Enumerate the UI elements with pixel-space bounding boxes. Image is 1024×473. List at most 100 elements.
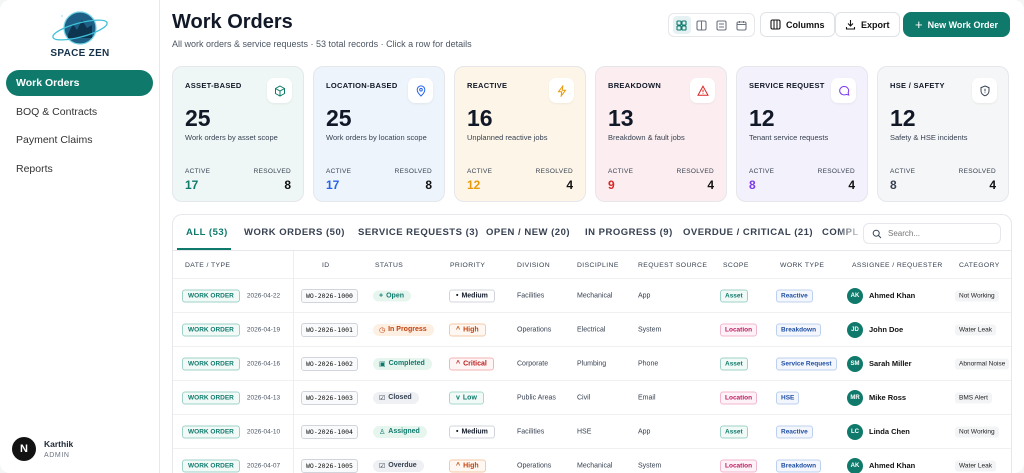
assignee-name: Mike Ross: [869, 393, 907, 402]
assignee-name: Ahmed Khan: [869, 461, 916, 470]
split-view-icon[interactable]: [693, 16, 711, 34]
category-badge: Not Working: [955, 290, 999, 301]
view-switcher: [668, 13, 755, 37]
columns-button[interactable]: Columns: [760, 12, 835, 37]
work-order-id[interactable]: WO-2026-1004: [301, 424, 358, 439]
tab-in-progress[interactable]: IN PROGRESS (9): [585, 227, 673, 238]
priority-icon: ^: [456, 360, 461, 367]
card-reactive[interactable]: REACTIVE 16 Unplanned reactive jobs ACTI…: [454, 66, 586, 202]
lightning-icon: [549, 78, 574, 103]
division-cell: Facilities: [517, 292, 545, 299]
sidebar-item-payment-claims[interactable]: Payment Claims: [16, 134, 93, 146]
search-input[interactable]: [888, 229, 988, 238]
source-cell: Email: [638, 394, 656, 401]
source-cell: App: [638, 292, 651, 299]
grid-view-icon[interactable]: [672, 16, 691, 34]
card-location-based[interactable]: LOCATION-BASED 25 Work orders by locatio…: [313, 66, 445, 202]
priority-badge: • Medium: [449, 289, 495, 302]
col-priority[interactable]: PRIORITY: [450, 262, 486, 269]
type-badge: WORK ORDER: [182, 289, 240, 302]
priority-label: High: [463, 462, 479, 469]
col-scope[interactable]: SCOPE: [723, 262, 749, 269]
card-active-value: 8: [749, 178, 756, 192]
card-count: 12: [749, 105, 775, 131]
card-title: BREAKDOWN: [608, 81, 662, 90]
work-orders-table: ALL (53) WORK ORDERS (50) SERVICE REQUES…: [172, 214, 1012, 473]
page-subtitle: All work orders & service requests · 53 …: [172, 39, 472, 49]
card-resolved-label: RESOLVED: [958, 168, 996, 175]
card-active-label: ACTIVE: [749, 168, 775, 175]
table-row[interactable]: WORK ORDER 2026-04-16 WO-2026-1002 ▣ Complet…: [173, 347, 1011, 381]
work-order-id[interactable]: WO-2026-1001: [301, 322, 358, 337]
search-box[interactable]: [863, 223, 1001, 244]
table-row[interactable]: WORK ORDER 2026-04-19 WO-2026-1001 ◷ In Prog…: [173, 313, 1011, 347]
col-id[interactable]: ID: [322, 262, 330, 269]
col-division[interactable]: DIVISION: [517, 262, 551, 269]
col-date-type[interactable]: DATE / TYPE: [185, 262, 231, 269]
col-request-source[interactable]: REQUEST SOURCE: [638, 262, 708, 269]
tab-service-requests[interactable]: SERVICE REQUESTS (3): [358, 227, 479, 238]
tab-overdue-critical[interactable]: OVERDUE / CRITICAL (21): [683, 227, 814, 238]
sidebar-item-boq-contracts[interactable]: BOQ & Contracts: [16, 105, 98, 118]
discipline-cell: Electrical: [577, 326, 606, 333]
scope-badge: Location: [720, 459, 758, 472]
row-date: 2026-04-16: [246, 360, 281, 367]
status-icon: +: [379, 292, 384, 299]
col-assignee[interactable]: ASSIGNEE / REQUESTER: [852, 262, 943, 269]
scope-badge: Asset: [720, 357, 748, 370]
card-active-value: 12: [467, 178, 481, 192]
status-badge: ☑ Closed: [373, 391, 419, 404]
work-order-id[interactable]: WO-2026-1000: [301, 288, 358, 303]
assignee-name: Linda Chen: [869, 427, 910, 436]
globe-icon: [52, 11, 108, 45]
work-order-id[interactable]: WO-2026-1005: [301, 458, 358, 473]
priority-icon: ^: [456, 462, 461, 469]
cube-icon: [267, 78, 292, 103]
card-breakdown[interactable]: BREAKDOWN 13 Breakdown & fault jobs ACTI…: [595, 66, 727, 202]
discipline-cell: Plumbing: [577, 360, 607, 367]
col-work-type[interactable]: WORK TYPE: [780, 262, 825, 269]
card-hse-safety[interactable]: HSE / SAFETY 12 Safety & HSE incidents A…: [877, 66, 1009, 202]
col-status[interactable]: STATUS: [375, 262, 404, 269]
division-cell: Operations: [517, 326, 552, 333]
card-service-request[interactable]: SERVICE REQUEST 12 Tenant service reques…: [736, 66, 868, 202]
priority-badge: ^ Critical: [449, 357, 494, 370]
scope-badge: Location: [720, 391, 758, 404]
card-active-value: 9: [608, 178, 615, 192]
table-row[interactable]: WORK ORDER 2026-04-13 WO-2026-1003 ☑ Closed v…: [173, 381, 1011, 415]
assignee-name: Sarah Miller: [869, 359, 912, 368]
table-row[interactable]: WORK ORDER 2026-04-10 WO-2026-1004 ♙ Assigne…: [173, 415, 1011, 449]
card-active-value: 8: [890, 178, 897, 192]
list-view-icon[interactable]: [712, 16, 730, 34]
type-badge: WORK ORDER: [182, 357, 240, 370]
card-resolved-value: 8: [284, 178, 291, 192]
sidebar-item-work-orders[interactable]: Work Orders: [6, 70, 153, 96]
type-badge: WORK ORDER: [182, 391, 240, 404]
assignee-avatar: LC: [847, 423, 863, 440]
status-badge: ◷ In Progress: [373, 323, 434, 336]
table-row[interactable]: WORK ORDER 2026-04-22 WO-2026-1000 + Open • Me…: [173, 279, 1011, 313]
calendar-view-icon[interactable]: [732, 16, 750, 34]
card-title: HSE / SAFETY: [890, 81, 945, 90]
work-order-id[interactable]: WO-2026-1003: [301, 390, 358, 405]
tab-open-new[interactable]: OPEN / NEW (20): [486, 227, 571, 238]
col-category[interactable]: CATEGORY: [959, 262, 1000, 269]
col-discipline[interactable]: DISCIPLINE: [577, 262, 619, 269]
card-active-value: 17: [185, 178, 199, 192]
sidebar-item-reports[interactable]: Reports: [16, 162, 53, 175]
tab-all[interactable]: ALL (53): [186, 227, 228, 238]
work-order-id[interactable]: WO-2026-1002: [301, 356, 358, 371]
status-label: Open: [386, 292, 404, 299]
card-asset-based[interactable]: ASSET-BASED 25 Work orders by asset scop…: [172, 66, 304, 202]
assignee-name: John Doe: [869, 325, 904, 334]
tab-work-orders[interactable]: WORK ORDERS (50): [244, 227, 345, 238]
table-row[interactable]: WORK ORDER 2026-04-07 WO-2026-1005 ☑ Overdue…: [173, 449, 1011, 473]
new-work-order-button[interactable]: + New Work Order: [903, 12, 1010, 37]
card-active-value: 17: [326, 178, 340, 192]
export-button[interactable]: Export: [835, 12, 900, 37]
priority-icon: v: [456, 394, 460, 401]
card-description: Safety & HSE incidents: [890, 133, 968, 142]
user-avatar: N: [12, 437, 36, 461]
work-type-badge: Reactive: [776, 425, 813, 438]
warning-icon: [690, 78, 715, 103]
